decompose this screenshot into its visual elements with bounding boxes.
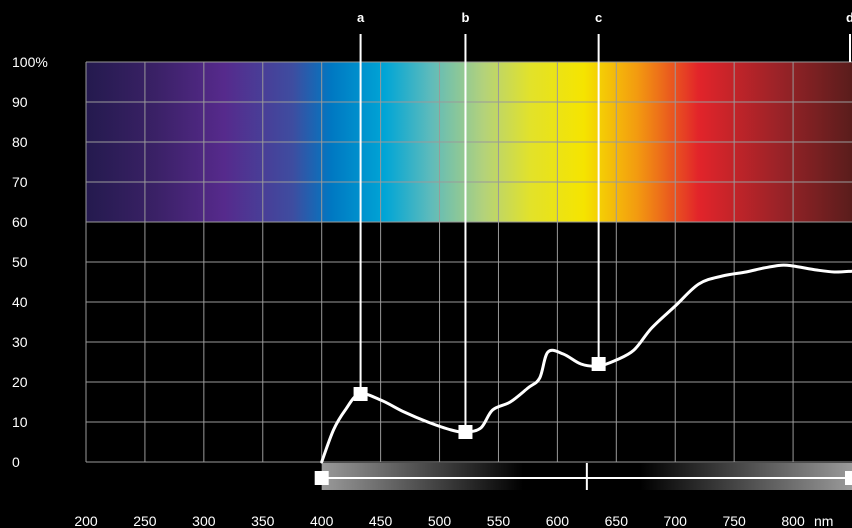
x-tick-label: 450 [369, 513, 393, 528]
y-tick-label: 80 [12, 134, 28, 150]
range-slider-handle-left[interactable] [314, 471, 329, 485]
y-axis-labels: 0 10 20 30 40 50 60 70 80 90 100% [12, 54, 48, 470]
y-tick-label: 50 [12, 254, 28, 270]
x-tick-label: 650 [605, 513, 629, 528]
x-tick-label: 300 [192, 513, 216, 528]
marker-label-d: d [846, 10, 852, 25]
range-slider[interactable] [314, 463, 852, 490]
y-tick-label: 30 [12, 334, 28, 350]
x-tick-label: 750 [722, 513, 746, 528]
y-tick-label: 90 [12, 94, 28, 110]
series-line [320, 263, 852, 464]
y-tick-label: 10 [12, 414, 28, 430]
marker-label-c: c [595, 10, 602, 25]
x-tick-label: 250 [133, 513, 157, 528]
x-tick-label: 800 [781, 513, 805, 528]
x-unit-label: nm [814, 513, 833, 528]
markers[interactable]: a b c d [353, 10, 852, 439]
marker-label-b: b [461, 10, 469, 25]
marker-point-b[interactable] [458, 425, 473, 439]
x-tick-label: 600 [546, 513, 570, 528]
grid [85, 61, 852, 463]
x-tick-label: 700 [664, 513, 688, 528]
marker-label-a: a [357, 10, 365, 25]
x-tick-label: 500 [428, 513, 452, 528]
x-tick-label: 400 [310, 513, 334, 528]
marker-point-c[interactable] [591, 357, 606, 371]
x-tick-label: 550 [487, 513, 511, 528]
marker-lines [359, 34, 851, 432]
y-tick-label: 40 [12, 294, 28, 310]
x-tick-label: 350 [251, 513, 275, 528]
y-tick-label: 70 [12, 174, 28, 190]
marker-point-a[interactable] [353, 387, 368, 401]
range-slider-handle-right[interactable] [845, 471, 852, 485]
x-tick-label: 200 [74, 513, 98, 528]
y-tick-label: 100% [12, 54, 48, 70]
y-tick-label: 0 [12, 454, 20, 470]
y-tick-label: 60 [12, 214, 28, 230]
x-axis-labels: 200 250 300 350 400 450 500 550 600 650 700 750 800 [74, 513, 805, 528]
y-tick-label: 20 [12, 374, 28, 390]
